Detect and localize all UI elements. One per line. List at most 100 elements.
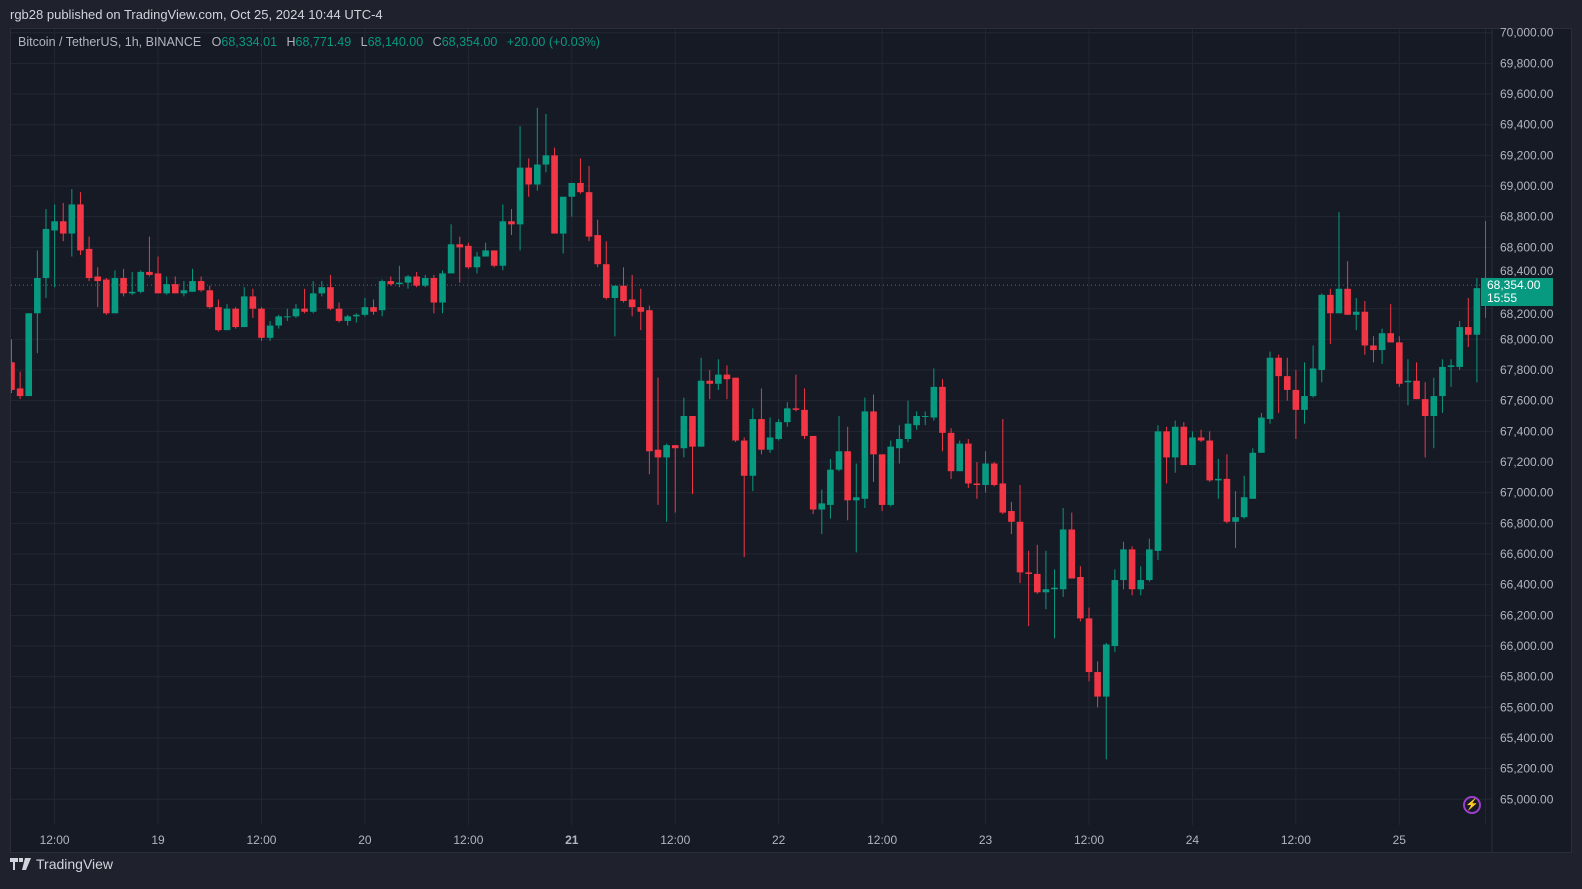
candle-body bbox=[628, 299, 636, 308]
candle-body bbox=[930, 386, 938, 418]
candle bbox=[516, 126, 524, 251]
candle bbox=[378, 279, 386, 317]
time-tick-label: 12:00 bbox=[867, 833, 897, 847]
candle-body bbox=[1025, 572, 1032, 574]
candle-body bbox=[809, 435, 817, 510]
candle bbox=[534, 107, 541, 191]
candle bbox=[344, 314, 351, 326]
candle-body bbox=[146, 271, 153, 275]
candle bbox=[1327, 288, 1334, 344]
candle bbox=[1128, 546, 1136, 596]
candle-body bbox=[465, 245, 472, 268]
candle-body bbox=[1094, 672, 1101, 697]
candle bbox=[404, 274, 412, 289]
candle-body bbox=[697, 380, 705, 447]
candle-body bbox=[792, 408, 800, 410]
candle bbox=[1456, 320, 1463, 371]
candle bbox=[982, 451, 989, 493]
candle-body bbox=[1344, 288, 1351, 315]
candle bbox=[1077, 566, 1084, 622]
candle-body bbox=[68, 204, 76, 234]
candle-body bbox=[344, 316, 351, 321]
candle-body bbox=[439, 273, 446, 303]
candle bbox=[42, 209, 50, 298]
candle-body bbox=[1283, 376, 1291, 390]
candle bbox=[1137, 566, 1145, 596]
time-axis: 12:00 19 12:00 20 12:00 21 12:00 22 12:00 23 12:00… bbox=[40, 833, 1407, 847]
candle bbox=[249, 288, 257, 318]
candle bbox=[240, 287, 248, 328]
price-tick-label: 65,400.00 bbox=[1500, 731, 1554, 745]
candle bbox=[1189, 431, 1196, 466]
candle-body bbox=[973, 483, 981, 485]
time-tick-label: 12:00 bbox=[453, 833, 483, 847]
time-tick-label: 23 bbox=[979, 833, 993, 847]
candle-body bbox=[1240, 497, 1248, 518]
last-price-badge: 68,354.00 15:55 bbox=[1481, 278, 1553, 306]
price-tick-label: 68,600.00 bbox=[1500, 240, 1554, 254]
candle-body bbox=[1111, 580, 1119, 646]
candle-body bbox=[370, 307, 377, 312]
candle-body bbox=[568, 182, 576, 197]
candle-body bbox=[137, 271, 145, 292]
candle bbox=[447, 224, 455, 274]
candle bbox=[258, 307, 265, 341]
candle bbox=[1258, 412, 1265, 453]
candle bbox=[999, 419, 1007, 515]
candle bbox=[1016, 484, 1024, 584]
candle bbox=[904, 400, 912, 443]
candle bbox=[11, 339, 15, 394]
candle-body bbox=[1120, 549, 1127, 581]
candle bbox=[361, 297, 369, 317]
symbol-name[interactable]: Bitcoin / TetherUS, 1h, BINANCE bbox=[18, 35, 202, 49]
candle bbox=[1111, 569, 1119, 653]
candle-body bbox=[646, 310, 653, 452]
candle-body bbox=[1301, 396, 1308, 410]
open-label: O bbox=[211, 35, 222, 49]
candle-body bbox=[353, 314, 360, 317]
chart-pane[interactable] bbox=[10, 28, 1572, 853]
price-tick-label: 69,200.00 bbox=[1500, 148, 1554, 162]
candle-body bbox=[1249, 452, 1257, 499]
candle bbox=[34, 250, 41, 354]
candle bbox=[577, 158, 584, 194]
candle-body bbox=[1292, 389, 1300, 410]
candle-body bbox=[456, 244, 464, 248]
candle-body bbox=[1206, 440, 1213, 481]
time-tick-label: 21 bbox=[565, 833, 579, 847]
price-tick-label: 68,800.00 bbox=[1500, 210, 1554, 224]
candle-body bbox=[111, 278, 119, 314]
price-tick-label: 67,400.00 bbox=[1500, 424, 1554, 438]
candle-body bbox=[163, 284, 170, 294]
candle bbox=[585, 166, 593, 242]
footer-brand[interactable]: TradingView bbox=[10, 856, 113, 872]
candle bbox=[628, 274, 636, 317]
price-tick-label: 66,800.00 bbox=[1500, 516, 1554, 530]
candle bbox=[1033, 544, 1041, 594]
candle-body bbox=[1163, 431, 1170, 458]
candle bbox=[861, 397, 869, 508]
candle-body bbox=[1464, 327, 1472, 335]
candle-body bbox=[11, 362, 15, 390]
candle-body bbox=[611, 285, 619, 298]
high-value: 68,771.49 bbox=[295, 35, 352, 49]
candle bbox=[85, 236, 93, 282]
candle bbox=[1051, 569, 1058, 639]
price-tick-label: 65,600.00 bbox=[1500, 700, 1554, 714]
lightning-icon[interactable]: ⚡ bbox=[1463, 796, 1481, 814]
candle-body bbox=[197, 281, 205, 291]
price-tick-label: 68,200.00 bbox=[1500, 307, 1554, 321]
candle-body bbox=[542, 155, 550, 165]
candle bbox=[1335, 212, 1343, 314]
candle bbox=[1370, 336, 1377, 363]
candle-body bbox=[594, 235, 601, 265]
candle bbox=[94, 267, 101, 308]
candle-body bbox=[637, 307, 645, 312]
time-tick-label: 12:00 bbox=[40, 833, 70, 847]
candle bbox=[1301, 362, 1308, 424]
candle-body bbox=[1068, 529, 1076, 579]
candle bbox=[835, 416, 843, 472]
candle bbox=[1344, 261, 1351, 315]
candle-body bbox=[1309, 368, 1317, 397]
